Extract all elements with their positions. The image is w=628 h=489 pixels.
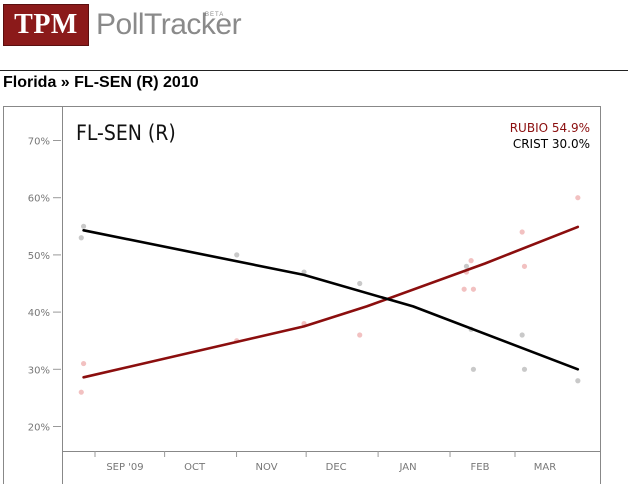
x-tick-label: MAR (534, 462, 556, 473)
crist-poll-dot (470, 366, 477, 372)
legend-rubio: RUBIO 54.9% (510, 121, 590, 135)
poll-chart: FL-SEN (R) 20% 30% 40% 50% 60% 70% SEP '09 OCT… (3, 106, 625, 489)
rubio-poll-dot (521, 263, 528, 269)
chart-legend: RUBIO 54.9%CRIST 30.0% (510, 121, 590, 151)
trend-lines (82, 225, 580, 379)
legend-crist-name: CRIST (513, 137, 552, 151)
legend-rubio-name: RUBIO (510, 121, 552, 135)
rubio-poll-dot (575, 195, 581, 201)
y-tick-label: 60% (28, 194, 50, 205)
y-axis-ticks: 20% 30% 40% 50% 60% 70% (28, 137, 61, 434)
chart-svg: FL-SEN (R) 20% 30% 40% 50% 60% 70% SEP '09 OCT… (3, 106, 601, 489)
legend-crist-value: 30.0% (552, 137, 590, 151)
breadcrumb-separator: » (60, 74, 70, 91)
rubio-poll-dot (357, 332, 363, 338)
breadcrumb-race: FL-SEN (R) 2010 (74, 74, 199, 91)
header-divider (0, 70, 628, 71)
rubio-poll-dot (468, 258, 474, 264)
product-name: PollTracker (96, 8, 242, 41)
chart-title: FL-SEN (R) (76, 121, 176, 145)
chart-border (3, 106, 601, 489)
rubio-poll-dot (461, 286, 467, 292)
x-tick-label: FEB (471, 462, 490, 473)
crist-trend-line (82, 229, 580, 371)
x-tick-label: OCT (184, 462, 206, 473)
y-tick-label: 50% (28, 251, 50, 262)
y-tick-label: 40% (28, 308, 50, 319)
y-tick-label: 30% (28, 365, 50, 376)
breadcrumb: Florida » FL-SEN (R) 2010 (3, 74, 199, 92)
tpm-logo[interactable]: TPM (3, 4, 89, 46)
rubio-poll-dot (470, 286, 477, 292)
x-tick-label: JAN (399, 462, 417, 473)
y-tick-label: 20% (28, 423, 50, 434)
x-axis-ticks: SEP '09 OCT NOV DEC JAN FEB MAR (94, 451, 556, 473)
rubio-poll-dot (80, 360, 87, 367)
crist-poll-dot (234, 252, 240, 258)
legend-rubio-value: 54.9% (552, 121, 590, 135)
rubio-poll-dot (519, 229, 525, 235)
y-tick-label: 70% (28, 137, 50, 148)
x-tick-label: DEC (326, 462, 347, 473)
legend-crist: CRIST 30.0% (513, 137, 590, 151)
crist-poll-dot (357, 280, 363, 287)
logo-text: TPM (14, 9, 78, 40)
breadcrumb-region-link[interactable]: Florida (3, 74, 57, 91)
rubio-poll-dot (78, 389, 84, 395)
beta-label: BETA (205, 12, 225, 18)
crist-poll-dot (521, 366, 528, 372)
crist-poll-dot (575, 378, 581, 384)
crist-poll-dot (463, 263, 470, 269)
crist-poll-dot (80, 223, 87, 229)
rubio-trend-line (82, 225, 580, 379)
crist-poll-dot (519, 332, 525, 338)
x-tick-label: SEP '09 (106, 462, 143, 473)
x-tick-label: NOV (256, 462, 278, 473)
crist-poll-dot (78, 235, 84, 241)
